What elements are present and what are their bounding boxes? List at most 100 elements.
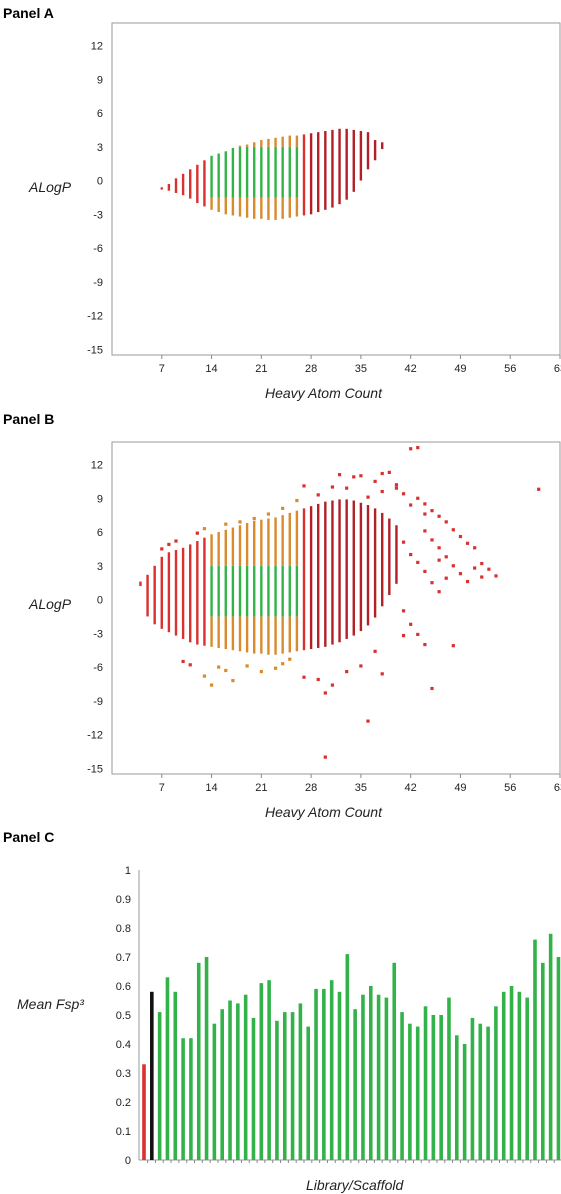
- panel-a-x-axis-title: Heavy Atom Count: [265, 385, 383, 401]
- panelB-outlier-point: [323, 755, 327, 759]
- panelC-bar: [212, 1023, 217, 1160]
- panelA-data-column: [295, 197, 299, 217]
- panelA-data-column: [366, 132, 370, 170]
- panel-b-y-ticks: 12 9 6 3 0 -3 -6 -9 -12 -15: [87, 460, 103, 776]
- panelC-bar: [384, 997, 389, 1160]
- panelB-data-column: [245, 523, 249, 566]
- panelC-bar: [181, 1038, 185, 1160]
- panelA-data-column: [238, 146, 242, 198]
- panelB-data-column: [274, 517, 277, 566]
- panelB-outlier-point: [373, 479, 377, 483]
- panelC-bar: [400, 1012, 404, 1160]
- panelB-outlier-point: [330, 485, 335, 489]
- panelB-outlier-point: [409, 622, 413, 626]
- panelB-outlier-point: [281, 662, 285, 666]
- panelB-outlier-point: [458, 534, 463, 539]
- panelC-bar: [509, 986, 514, 1160]
- panelB-data-column: [302, 508, 306, 651]
- panelB-data-column: [309, 506, 313, 650]
- panelC-bar: [282, 1012, 287, 1160]
- panelB-data-column: [253, 520, 256, 566]
- panelC-bar: [142, 1064, 146, 1160]
- panelC-bar: [290, 1012, 295, 1160]
- panelB-outlier-point: [160, 547, 164, 551]
- panelB-outlier-point: [401, 609, 406, 613]
- panelB-outlier-point: [352, 475, 356, 479]
- panel-c-y-axis-title: Mean Fsp³: [17, 996, 84, 1012]
- panelC-bar: [408, 1023, 412, 1160]
- panelB-outlier-point: [401, 492, 406, 496]
- panelA-data-column: [245, 144, 249, 147]
- panelB-outlier-point: [423, 502, 427, 506]
- panelA-data-column: [281, 136, 284, 147]
- panel-c: Panel C 0 0.1 0.2 0.3 0.4 0.5 0.6 0.7 0.8 0.9 1 Me…: [3, 829, 561, 1193]
- panelA-data-column: [295, 146, 299, 198]
- panelC-y-tick-label: 0: [125, 1155, 131, 1167]
- panelB-outlier-point: [416, 632, 420, 637]
- panelA-y-tick-label: 3: [97, 142, 103, 154]
- panelA-data-column: [260, 140, 263, 147]
- panelB-x-tick-label: 28: [305, 782, 317, 794]
- panelB-outlier-point: [252, 516, 256, 521]
- panelB-data-column: [274, 616, 277, 655]
- panelA-data-column: [274, 137, 277, 147]
- panelB-outlier-point: [430, 538, 434, 542]
- panelB-data-column: [267, 518, 270, 566]
- panelB-outlier-point: [409, 447, 413, 451]
- panelA-data-column: [224, 197, 227, 215]
- panelB-outlier-point: [217, 665, 221, 669]
- panelB-outlier-point: [366, 719, 370, 723]
- panelB-outlier-point: [423, 512, 427, 516]
- panelB-data-column: [267, 565, 270, 617]
- panelB-outlier-point: [494, 574, 498, 578]
- panelB-data-column: [245, 565, 249, 617]
- panelB-data-column: [253, 565, 256, 617]
- panelA-y-tick-label: -12: [87, 311, 103, 323]
- panelB-outlier-point: [465, 541, 470, 545]
- panelB-outlier-point: [288, 657, 292, 661]
- panelC-bar: [455, 1035, 459, 1160]
- panelA-data-column: [196, 164, 199, 204]
- panelB-data-column: [359, 502, 363, 632]
- panelB-data-column: [388, 518, 391, 596]
- panelB-outlier-point: [330, 683, 335, 687]
- panelB-data-column: [288, 565, 291, 617]
- panelC-y-tick-label: 0.3: [116, 1068, 131, 1080]
- panelA-x-tick-label: 7: [159, 363, 165, 375]
- panelA-data-column: [253, 197, 256, 219]
- panelB-outlier-point: [281, 506, 285, 510]
- panelC-bar: [486, 1026, 490, 1160]
- panelB-data-column: [338, 499, 341, 643]
- panelC-y-tick-label: 0.1: [116, 1126, 131, 1138]
- panelB-outlier-point: [437, 514, 441, 518]
- panelB-outlier-point: [238, 520, 242, 524]
- panelB-data-column: [224, 616, 227, 650]
- panelB-x-tick-label: 21: [255, 782, 267, 794]
- panelB-outlier-point: [195, 531, 199, 535]
- panelB-y-tick-label: -15: [87, 763, 103, 775]
- panelA-data-column: [245, 197, 249, 218]
- panelC-y-tick-label: 1: [125, 865, 131, 877]
- panelB-data-column: [174, 550, 178, 636]
- panelB-data-column: [210, 565, 213, 617]
- panelA-data-column: [338, 128, 341, 205]
- panelC-bar: [478, 1023, 483, 1160]
- panelB-data-column: [317, 503, 320, 648]
- panelB-data-column: [295, 616, 299, 652]
- panelC-bar: [462, 1044, 467, 1160]
- panelB-data-column: [274, 565, 277, 617]
- panelB-data-column: [160, 556, 163, 629]
- panelB-outlier-point: [359, 664, 363, 668]
- panel-b-y-axis-title: ALogP: [28, 596, 72, 612]
- panelB-data-column: [281, 565, 284, 617]
- panelB-data-column: [224, 565, 227, 617]
- panelA-data-column: [217, 197, 220, 213]
- panelA-data-column: [189, 169, 192, 199]
- panelC-bar: [220, 1009, 224, 1160]
- panelB-data-column: [352, 500, 355, 636]
- panelB-outlier-point: [451, 564, 455, 568]
- panelA-y-tick-label: -6: [93, 243, 103, 255]
- panelA-data-column: [373, 140, 377, 161]
- panelA-data-column: [324, 131, 327, 210]
